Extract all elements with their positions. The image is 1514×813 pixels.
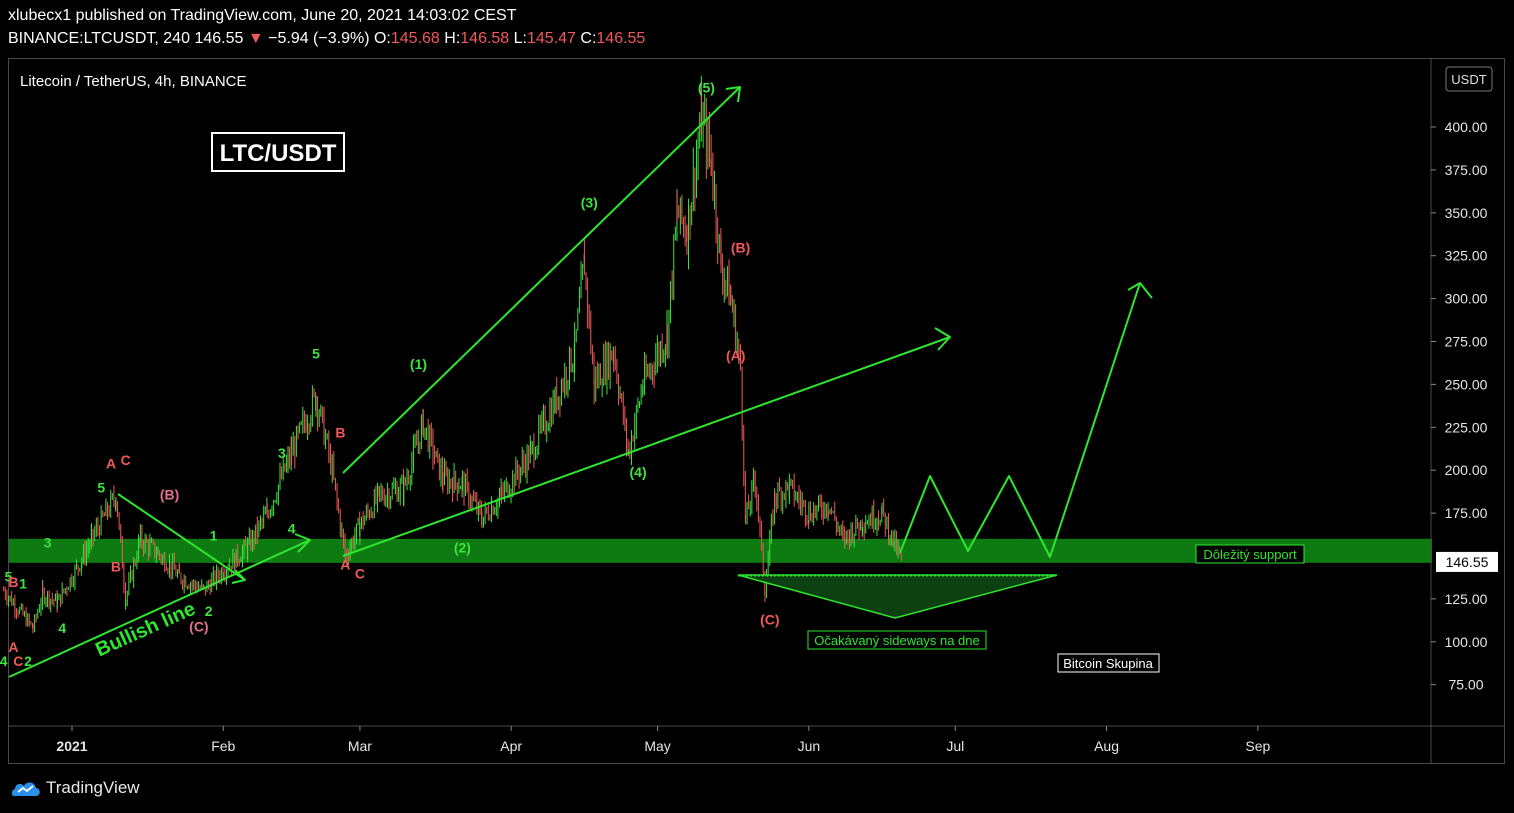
- open-label: O:: [373, 30, 391, 47]
- y-tick-label: 300.00: [1445, 291, 1488, 307]
- projection-arrowhead[interactable]: [1127, 282, 1153, 299]
- low-label: L:: [513, 30, 527, 47]
- x-tick-label: May: [644, 738, 670, 754]
- y-tick-label: 325.00: [1445, 248, 1488, 264]
- wave-label: B: [335, 425, 345, 441]
- y-tick-label: 275.00: [1445, 334, 1488, 350]
- wave-label: A: [106, 455, 116, 471]
- x-tick-label: Jun: [798, 738, 821, 754]
- chart-frame: [8, 58, 1505, 764]
- high-label: H:: [444, 30, 461, 47]
- support-arrowhead[interactable]: [934, 327, 951, 351]
- y-tick-label: 175.00: [1445, 505, 1488, 521]
- wave-label: 5: [312, 346, 320, 362]
- wave-label: (B): [160, 486, 179, 502]
- wave-label: 1: [210, 528, 218, 544]
- wave-label: 3: [44, 534, 52, 550]
- y-tick-label: 100.00: [1445, 634, 1488, 650]
- y-tick-label: 400.00: [1445, 119, 1488, 135]
- y-tick-label: 125.00: [1445, 591, 1488, 607]
- pane-legend: Litecoin / TetherUS, 4h, BINANCE: [20, 73, 247, 90]
- title-box-text: LTC/USDT: [220, 140, 337, 167]
- bitcoin-label-frame: [1057, 653, 1160, 673]
- wave-label: (A): [726, 347, 745, 363]
- x-tick-label: Apr: [500, 738, 522, 754]
- close-value: 146.55: [596, 30, 646, 47]
- wedge-arrowhead[interactable]: [231, 569, 246, 584]
- wave-label: 2: [205, 603, 213, 619]
- symbol-line: BINANCE:LTCUSDT, 240 146.55 ▼ −5.94 (−3.…: [8, 30, 645, 48]
- wave-label: 2: [24, 653, 32, 669]
- last-price-tag: [1436, 551, 1498, 572]
- wave-label: (B): [731, 239, 750, 255]
- wave-label: 1: [19, 576, 27, 592]
- wave-label: B: [8, 574, 18, 590]
- currency-button[interactable]: [1445, 66, 1493, 92]
- wave-label: (C): [760, 612, 779, 628]
- last-price-tag-label: 146.55: [1446, 554, 1489, 570]
- y-tick-label: 225.00: [1445, 419, 1488, 435]
- wave-label: 5: [5, 569, 13, 585]
- close-label: C:: [580, 30, 597, 47]
- wave-label: 4: [0, 653, 8, 669]
- wave-label: (5): [698, 80, 715, 96]
- x-tick-label: Mar: [348, 738, 372, 754]
- high-value: 146.58: [460, 30, 510, 47]
- x-tick-label: Aug: [1094, 738, 1119, 754]
- brand-name: TradingView: [46, 778, 140, 797]
- x-tick-label: Feb: [211, 738, 235, 754]
- wave-label: A: [8, 639, 18, 655]
- y-tick-label: 250.00: [1445, 376, 1488, 392]
- y-tick-label: 200.00: [1445, 462, 1488, 478]
- wave-label: B: [111, 558, 121, 574]
- x-tick-label: Sep: [1245, 738, 1270, 754]
- y-tick-label: 375.00: [1445, 162, 1488, 178]
- support-trendline[interactable]: [342, 336, 951, 557]
- tradingview-brand[interactable]: TradingView: [10, 778, 140, 798]
- y-tick-label: 350.00: [1445, 205, 1488, 221]
- low-value: 145.47: [527, 30, 576, 47]
- symbol: BINANCE:LTCUSDT, 240: [8, 30, 190, 47]
- bitcoin-label: Bitcoin Skupina: [1063, 656, 1153, 671]
- wave-label: 4: [288, 521, 296, 537]
- published-line: xlubecx1 published on TradingView.com, J…: [8, 7, 517, 24]
- sideways-triangle[interactable]: [737, 574, 1058, 619]
- wave-label: (4): [630, 464, 647, 480]
- wave-label: C: [121, 452, 131, 468]
- down-arrow-icon: ▼: [247, 30, 264, 47]
- wave-label: 4: [58, 620, 66, 636]
- bullish-line-label: Bullish line: [92, 598, 198, 661]
- wave-label: 5: [97, 480, 105, 496]
- projected-zigzag[interactable]: [899, 282, 1141, 558]
- wave-label: (C): [189, 619, 208, 635]
- sideways-label: Očakávaný sideways na dne: [814, 633, 979, 648]
- wave-label: C: [13, 653, 23, 669]
- price-change: −5.94 (−3.9%): [268, 30, 370, 47]
- bullish-trendline[interactable]: [8, 539, 311, 678]
- wave-label: 3: [278, 445, 286, 461]
- wave-label: C: [355, 565, 365, 581]
- currency-label: USDT: [1451, 72, 1486, 87]
- wave-channel-line[interactable]: [342, 86, 741, 474]
- tradingview-logo-icon: [11, 782, 40, 796]
- x-tick-label: Jul: [946, 738, 964, 754]
- wave-label: A: [340, 557, 350, 573]
- falling-wedge-line[interactable]: [117, 493, 246, 581]
- open-value: 145.68: [390, 30, 440, 47]
- support-label-frame: [1195, 544, 1305, 564]
- support-label: Dôležitý support: [1203, 547, 1297, 562]
- y-tick-label: 75.00: [1448, 677, 1483, 693]
- title-box-frame: [211, 132, 345, 172]
- wave-label: (3): [581, 195, 598, 211]
- wave-label: (1): [410, 356, 427, 372]
- sideways-label-frame: [807, 630, 987, 650]
- x-tick-label: 2021: [56, 738, 87, 754]
- wave-label: (2): [454, 540, 471, 556]
- last-price: 146.55: [194, 30, 244, 47]
- wave-channel-arrowhead[interactable]: [725, 86, 741, 103]
- bullish-arrowhead[interactable]: [294, 533, 311, 553]
